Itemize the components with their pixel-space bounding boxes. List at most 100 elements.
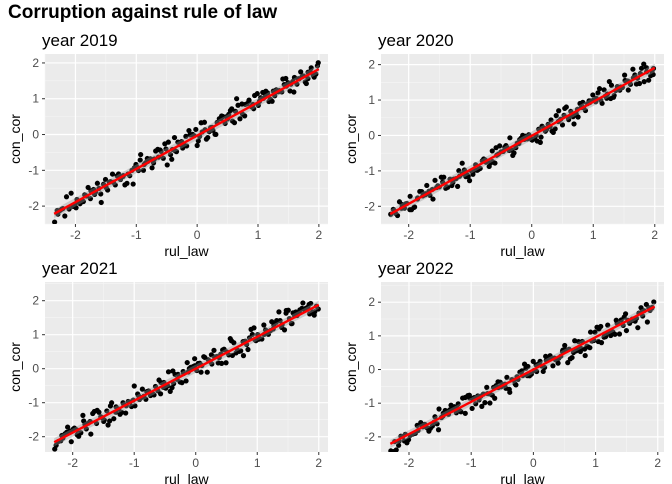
scatter-point xyxy=(641,61,647,67)
scatter-point xyxy=(459,160,465,166)
scatter-point xyxy=(149,165,155,171)
scatter-point xyxy=(405,437,412,443)
scatter-point xyxy=(511,150,517,156)
x-tick-label: 0 xyxy=(528,228,535,242)
scatter-point xyxy=(102,176,109,183)
scatter-point xyxy=(63,194,70,200)
scatter-point xyxy=(650,71,656,78)
scatter-point xyxy=(238,348,244,354)
scatter-point xyxy=(470,171,476,177)
scatter-point xyxy=(571,121,577,127)
scatter-point xyxy=(414,422,420,428)
scatter-point xyxy=(513,382,519,388)
scatter-point xyxy=(308,65,314,71)
scatter-point xyxy=(507,135,513,141)
scatter-point xyxy=(504,374,510,380)
x-tick-label: -2 xyxy=(403,228,414,242)
scatter-point xyxy=(150,160,157,166)
scatter-point xyxy=(313,71,319,77)
scatter-point xyxy=(469,405,475,412)
scatter-point xyxy=(186,127,192,134)
scatter-point xyxy=(291,89,297,95)
scatter-point xyxy=(251,106,257,112)
scatter-point xyxy=(465,173,471,180)
scatter-point xyxy=(137,157,143,163)
scatter-point xyxy=(298,69,304,75)
scatter-point xyxy=(249,331,255,338)
scatter-point xyxy=(638,65,645,71)
x-tick-label: -1 xyxy=(466,456,477,470)
scatter-point xyxy=(195,138,201,144)
scatter-point xyxy=(412,204,418,210)
scatter-point xyxy=(548,117,554,123)
scatter-panel-2021: year 2021 -2 -1 0 1 2 -2 -1 0 1 2 rul_law con_cor xyxy=(0,252,336,484)
scatter-point xyxy=(68,439,74,445)
scatter-point xyxy=(315,306,321,312)
scatter-point xyxy=(184,143,190,149)
x-tick-label: -1 xyxy=(129,456,140,470)
scatter-point xyxy=(492,395,498,401)
scatter-point xyxy=(553,113,559,119)
scatter-point xyxy=(184,359,190,366)
scatter-point xyxy=(559,122,566,128)
scatter-point xyxy=(477,165,483,172)
y-tick-label: 0 xyxy=(32,128,39,142)
y-axis-label: con_cor xyxy=(7,114,23,164)
y-tick-label: 1 xyxy=(32,328,39,342)
x-axis-label: rul_law xyxy=(500,243,545,259)
scatter-point xyxy=(611,92,617,99)
scatter-point xyxy=(487,400,493,406)
y-tick-label: 1 xyxy=(32,92,39,106)
scatter-point xyxy=(139,386,145,392)
scatter-point xyxy=(312,309,318,315)
scatter-point xyxy=(537,139,543,145)
scatter-point xyxy=(87,196,94,202)
scatter-point xyxy=(587,329,594,335)
x-axis-label: rul_law xyxy=(164,243,209,259)
y-tick-label: -2 xyxy=(28,430,39,444)
scatter-point xyxy=(538,134,544,140)
scatter-point xyxy=(566,117,572,123)
scatter-point xyxy=(229,352,236,359)
x-tick-label: 1 xyxy=(592,456,599,470)
y-tick-label: -2 xyxy=(28,199,39,213)
scatter-point xyxy=(623,327,630,334)
y-tick-label: -2 xyxy=(364,199,375,213)
scatter-point xyxy=(525,363,531,370)
scatter-point xyxy=(124,180,130,186)
scatter-point xyxy=(489,148,495,154)
scatter-point xyxy=(582,107,589,114)
y-axis-label: con_cor xyxy=(7,342,23,392)
y-tick-label: 2 xyxy=(368,58,375,72)
scatter-point xyxy=(73,205,79,211)
x-tick-label: -2 xyxy=(67,456,78,470)
scatter-point xyxy=(300,300,306,306)
scatter-point xyxy=(183,133,189,139)
scatter-point xyxy=(540,368,546,375)
scatter-point xyxy=(303,80,309,87)
scatter-point xyxy=(242,113,248,119)
y-tick-label: 2 xyxy=(32,294,39,308)
y-tick-label: 2 xyxy=(368,295,375,309)
scatter-point xyxy=(94,180,100,186)
scatter-point xyxy=(289,320,295,327)
scatter-point xyxy=(556,108,562,114)
scatter-point xyxy=(265,90,271,96)
scatter-point xyxy=(622,72,628,78)
scatter-point xyxy=(104,408,110,414)
scatter-point xyxy=(635,325,641,331)
scatter-point xyxy=(575,339,582,345)
scatter-point xyxy=(245,346,251,353)
scatter-point xyxy=(132,403,138,409)
y-tick-label: -2 xyxy=(364,430,375,444)
scatter-point xyxy=(458,409,464,415)
scatter-point xyxy=(107,418,113,424)
x-tick-label: -1 xyxy=(131,228,142,242)
scatter-point xyxy=(160,155,166,161)
scatter-point xyxy=(497,143,503,149)
y-tick-label: 0 xyxy=(32,362,39,376)
scatter-point xyxy=(587,345,593,351)
scatter-point xyxy=(434,421,440,427)
scatter-point xyxy=(601,87,607,93)
panel-title: year 2022 xyxy=(378,259,454,278)
